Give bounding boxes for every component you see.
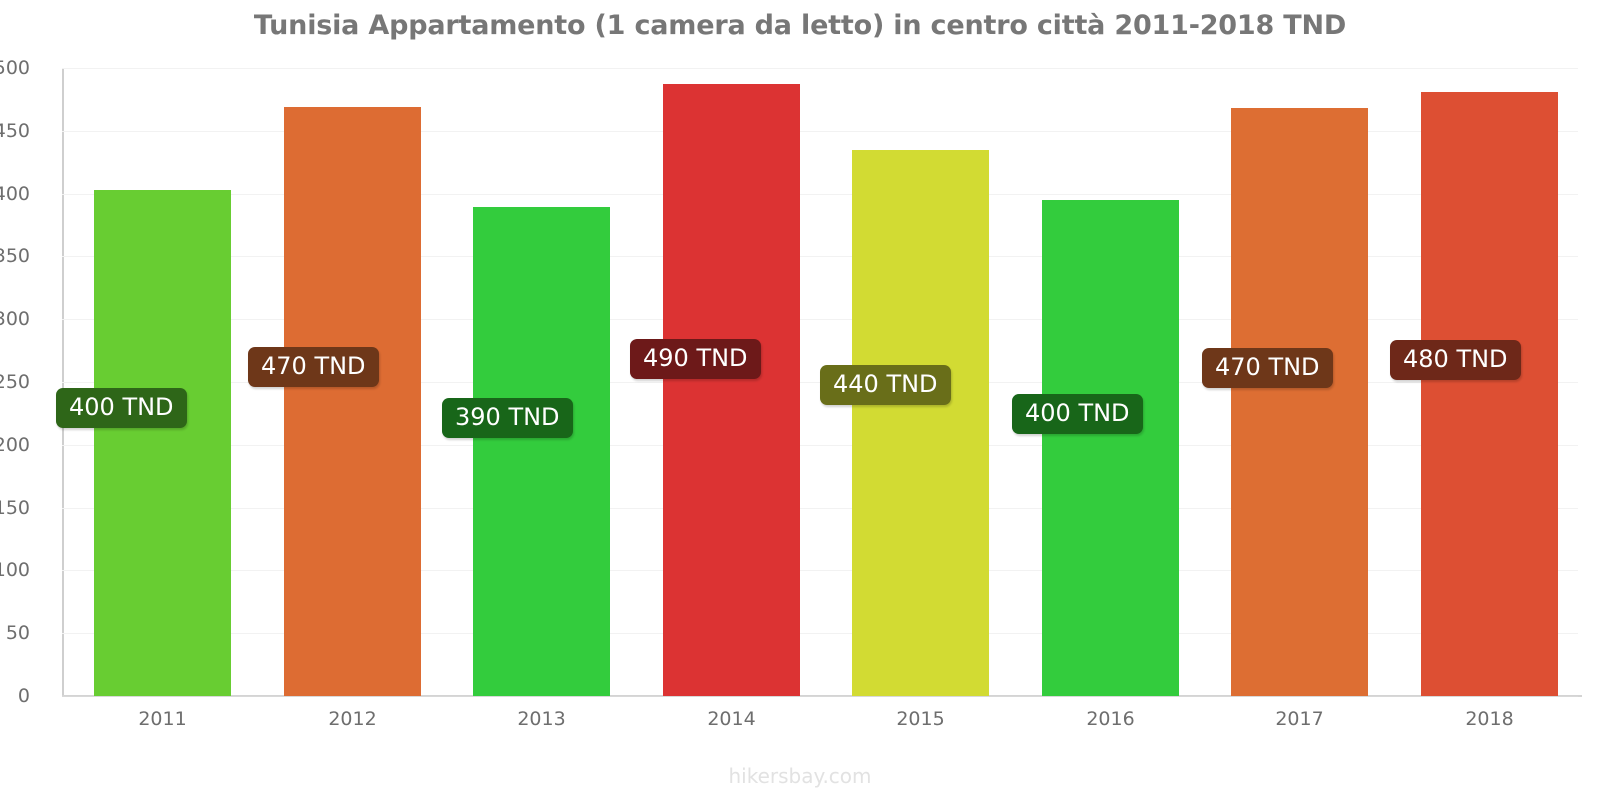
bar-value-label-2014: 490 TND <box>630 339 761 379</box>
bar-value-label-2015: 440 TND <box>820 365 951 405</box>
plot-area: 0 50 100 150 200 250 300 350 400 450 500 400 TND 470… <box>0 57 1578 707</box>
gridline <box>62 319 1578 321</box>
y-axis-tick-label: 150 <box>0 496 30 519</box>
x-axis-tick-label-2011: 2011 <box>138 708 187 730</box>
bar-column[interactable] <box>473 68 610 696</box>
bar-column[interactable] <box>1042 68 1179 696</box>
bar-value-label-2012: 470 TND <box>248 347 379 387</box>
y-axis-tick-label: 250 <box>0 371 30 393</box>
gridline <box>62 633 1578 635</box>
footer-credit: hikersbay.com <box>728 764 872 788</box>
bar-value-label-2016: 400 TND <box>1012 394 1143 434</box>
bar-column[interactable] <box>663 68 800 696</box>
y-axis-tick-label: 0 <box>17 685 30 707</box>
x-axis-tick-label-2013: 2013 <box>517 708 566 730</box>
gridline <box>62 68 1578 69</box>
bar-2012[interactable] <box>284 106 421 696</box>
bar-2016[interactable] <box>1042 199 1179 696</box>
bar-column[interactable] <box>1421 68 1558 696</box>
bar-column[interactable] <box>852 68 989 696</box>
gridline <box>62 193 1578 195</box>
bar-2011[interactable] <box>94 189 231 696</box>
gridline <box>62 696 1578 697</box>
gridline <box>62 444 1578 446</box>
x-axis-tick-label-2015: 2015 <box>896 708 945 730</box>
y-axis-tick-label: 200 <box>0 433 30 456</box>
y-axis-tick-label: 350 <box>0 245 30 268</box>
bar-value-label-2011: 400 TND <box>56 388 187 428</box>
y-axis-tick-label: 450 <box>0 119 30 142</box>
y-axis-tick-label: 300 <box>0 308 30 331</box>
y-axis-tick-label: 400 <box>0 182 30 205</box>
bar-column[interactable] <box>94 68 231 696</box>
bar-2018[interactable] <box>1421 91 1558 696</box>
bar-2015[interactable] <box>852 149 989 696</box>
bar-column[interactable] <box>1231 68 1368 696</box>
gridline <box>62 570 1578 572</box>
gridline <box>62 256 1578 258</box>
bar-2014[interactable] <box>663 84 800 696</box>
bar-2017[interactable] <box>1231 108 1368 696</box>
x-axis-tick-label-2012: 2012 <box>328 708 377 730</box>
x-axis-tick-label-2017: 2017 <box>1275 708 1324 730</box>
bar-value-label-2013: 390 TND <box>442 398 573 438</box>
bar-value-label-2017: 470 TND <box>1202 348 1333 388</box>
chart-title: Tunisia Appartamento (1 camera da letto)… <box>253 10 1347 41</box>
bar-value-label-2018: 480 TND <box>1390 340 1521 380</box>
y-axis-tick-label: 50 <box>5 622 30 645</box>
x-axis-tick-label-2014: 2014 <box>707 708 756 730</box>
bar-column[interactable] <box>284 68 421 696</box>
bar-2013[interactable] <box>473 207 610 696</box>
x-axis-tick-label-2018: 2018 <box>1465 708 1514 730</box>
y-axis-tick-label: 500 <box>0 57 30 79</box>
x-axis-tick-label-2016: 2016 <box>1086 708 1135 730</box>
y-axis-tick-label: 100 <box>0 559 30 582</box>
gridline <box>62 507 1578 509</box>
gridline <box>62 130 1578 132</box>
